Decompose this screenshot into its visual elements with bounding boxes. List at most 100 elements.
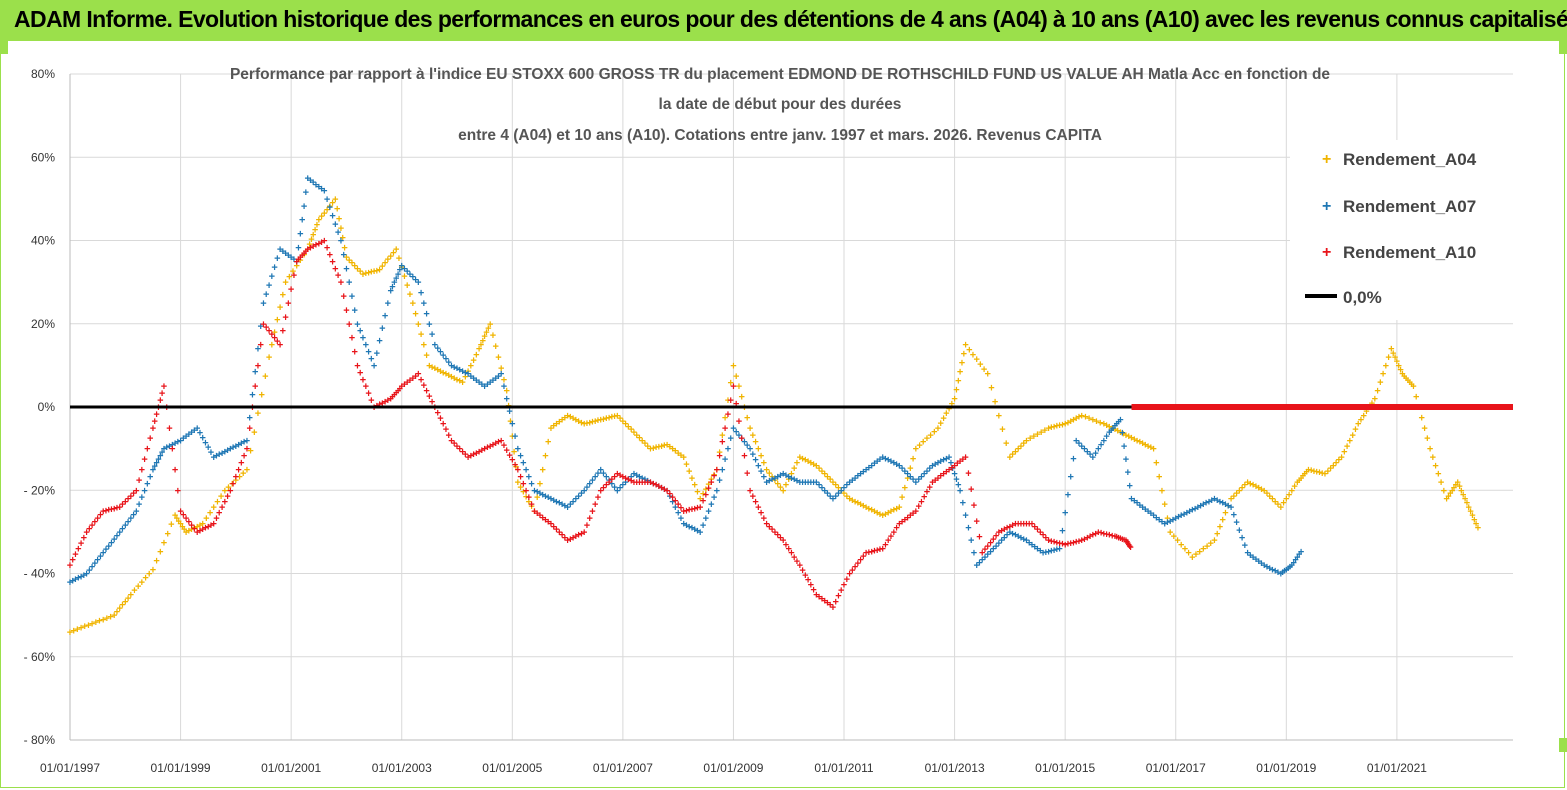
rendement_a04-point: + [985, 369, 991, 381]
rendement_a07-point: + [1148, 508, 1154, 520]
rendement_a04-point: + [1070, 414, 1076, 426]
corner-marker-right [1559, 40, 1567, 54]
legend-a07: Rendement_A07 [1343, 197, 1476, 216]
rendement_a07-point: + [1106, 427, 1112, 439]
rendement_a07-point: + [263, 289, 269, 301]
rendement_a04-point: + [1153, 458, 1159, 470]
rendement_a10-point: + [929, 477, 935, 489]
rendement_a07-point: + [150, 464, 156, 476]
rendement_a10-point: + [1015, 519, 1021, 531]
rendement_a07-point: + [686, 521, 692, 533]
rendement_a04-point: + [1454, 477, 1460, 489]
rendement_a04-point: + [752, 437, 758, 449]
rendement_a10-point: + [451, 438, 457, 450]
rendement_a07-point: + [1281, 566, 1287, 578]
rendement_a10-point: + [744, 468, 750, 480]
rendement_a10-point: + [791, 552, 797, 564]
rendement_a04-point: + [1142, 439, 1148, 451]
corner-marker-bottom-right [1559, 738, 1567, 752]
rendement_a04-point: + [188, 524, 194, 536]
chart-title-line-2: la date de début pour des durées [659, 96, 902, 113]
rendement_a04-point: + [515, 477, 521, 489]
rendement_a10-point: + [429, 396, 435, 408]
rendement_a10-point: + [877, 544, 883, 556]
rendement_a07-point: + [636, 471, 642, 483]
rendement_a04-point: + [1161, 499, 1167, 511]
rendement_a07-point: + [277, 244, 283, 256]
rendement_a04-point: + [736, 381, 742, 393]
rendement_a04-point: + [1120, 428, 1126, 440]
rendement_a07-point: + [1178, 510, 1184, 522]
rendement_a07-point: + [501, 381, 507, 393]
rendement_a07-point: + [161, 444, 167, 456]
rendement_a04-point: + [346, 255, 352, 267]
rendement_a10-point: + [307, 242, 313, 254]
rendement_a07-point: + [667, 491, 673, 503]
rendement_a07-point: + [1073, 435, 1079, 447]
rendement_a07-point: + [694, 525, 700, 537]
rendement_a07-point: + [1117, 414, 1123, 426]
rendement_a04-point: + [531, 506, 537, 518]
rendement_a04-point: + [131, 585, 137, 597]
rendement_a10-point: + [255, 360, 261, 372]
rendement_a04-point: + [996, 410, 1002, 422]
rendement_a07-point: + [443, 353, 449, 365]
rendement_a04-point: + [913, 444, 919, 456]
rendement_a04-point: + [412, 308, 418, 320]
rendement_a07-point: + [393, 273, 399, 285]
rendement_a07-point: + [230, 442, 236, 454]
rendement_a10-point: + [202, 523, 208, 535]
rendement_a10-point: + [89, 520, 95, 532]
rendement_a04-point: + [819, 466, 825, 478]
rendement_a04-point: + [1073, 413, 1079, 425]
rendement_a04-point: + [150, 564, 156, 576]
rendement_a04-point: + [1358, 414, 1364, 426]
rendement_a04-point: + [1164, 513, 1170, 525]
y-tick-label: - 20% [24, 483, 56, 497]
rendement_a04-point: + [511, 446, 517, 458]
rendement_a07-point: + [584, 482, 590, 494]
rendement_a07-point: + [241, 437, 247, 449]
rendement_a04-point: + [401, 271, 407, 283]
rendement_a04-point: + [678, 450, 684, 462]
rendement_a07-point: + [295, 242, 301, 254]
rendement_a04-point: + [1211, 535, 1217, 547]
rendement_a04-point: + [727, 378, 733, 390]
rendement_a04-point: + [686, 466, 692, 478]
rendement_a10-point: + [1098, 528, 1104, 540]
rendement_a07-point: + [169, 439, 175, 451]
rendement_a04-point: + [791, 463, 797, 475]
rendement_a04-point: + [352, 260, 358, 272]
rendement_a07-point: + [357, 326, 363, 338]
rendement_a10-point: + [910, 508, 916, 520]
rendement_a07-point: + [219, 448, 225, 460]
rendement_a07-point: + [1001, 532, 1007, 544]
rendement_a07-point: + [1009, 528, 1015, 540]
rendement_a10-point: + [305, 244, 311, 256]
legend-marker-a10: + [1322, 244, 1331, 261]
rendement_a07-point: + [725, 444, 731, 456]
legend-marker-a07: + [1322, 198, 1331, 215]
rendement_a07-point: + [520, 458, 526, 470]
rendement_a10-point: + [410, 373, 416, 385]
rendement_a10-point: + [75, 544, 81, 556]
rendement_a04-point: + [329, 197, 335, 209]
y-tick-label: - 40% [24, 567, 56, 581]
rendement_a10-point: + [1020, 519, 1026, 531]
rendement_a07-point: + [517, 451, 523, 463]
x-axis: 01/01/1997 01/01/1999 01/01/2001 01/01/2003… [40, 761, 1427, 775]
rendement_a07-point: + [1065, 489, 1071, 501]
rendement_a10-point: + [397, 383, 403, 395]
rendement_a04-point: + [1361, 410, 1367, 422]
rendement_a10-point: + [437, 413, 443, 425]
rendement_a10-point: + [548, 519, 554, 531]
rendement_a10-point: + [965, 468, 971, 480]
rendement_a10-point: + [318, 237, 324, 249]
rendement_a04-point: + [191, 523, 197, 535]
rendement_a10-point: + [697, 502, 703, 514]
rendement_a10-point: + [534, 508, 540, 520]
rendement_a10-point: + [346, 319, 352, 331]
rendement_a07-point: + [155, 454, 161, 466]
rendement_a04-point: + [434, 365, 440, 377]
rendement_a04-point: + [225, 482, 231, 494]
